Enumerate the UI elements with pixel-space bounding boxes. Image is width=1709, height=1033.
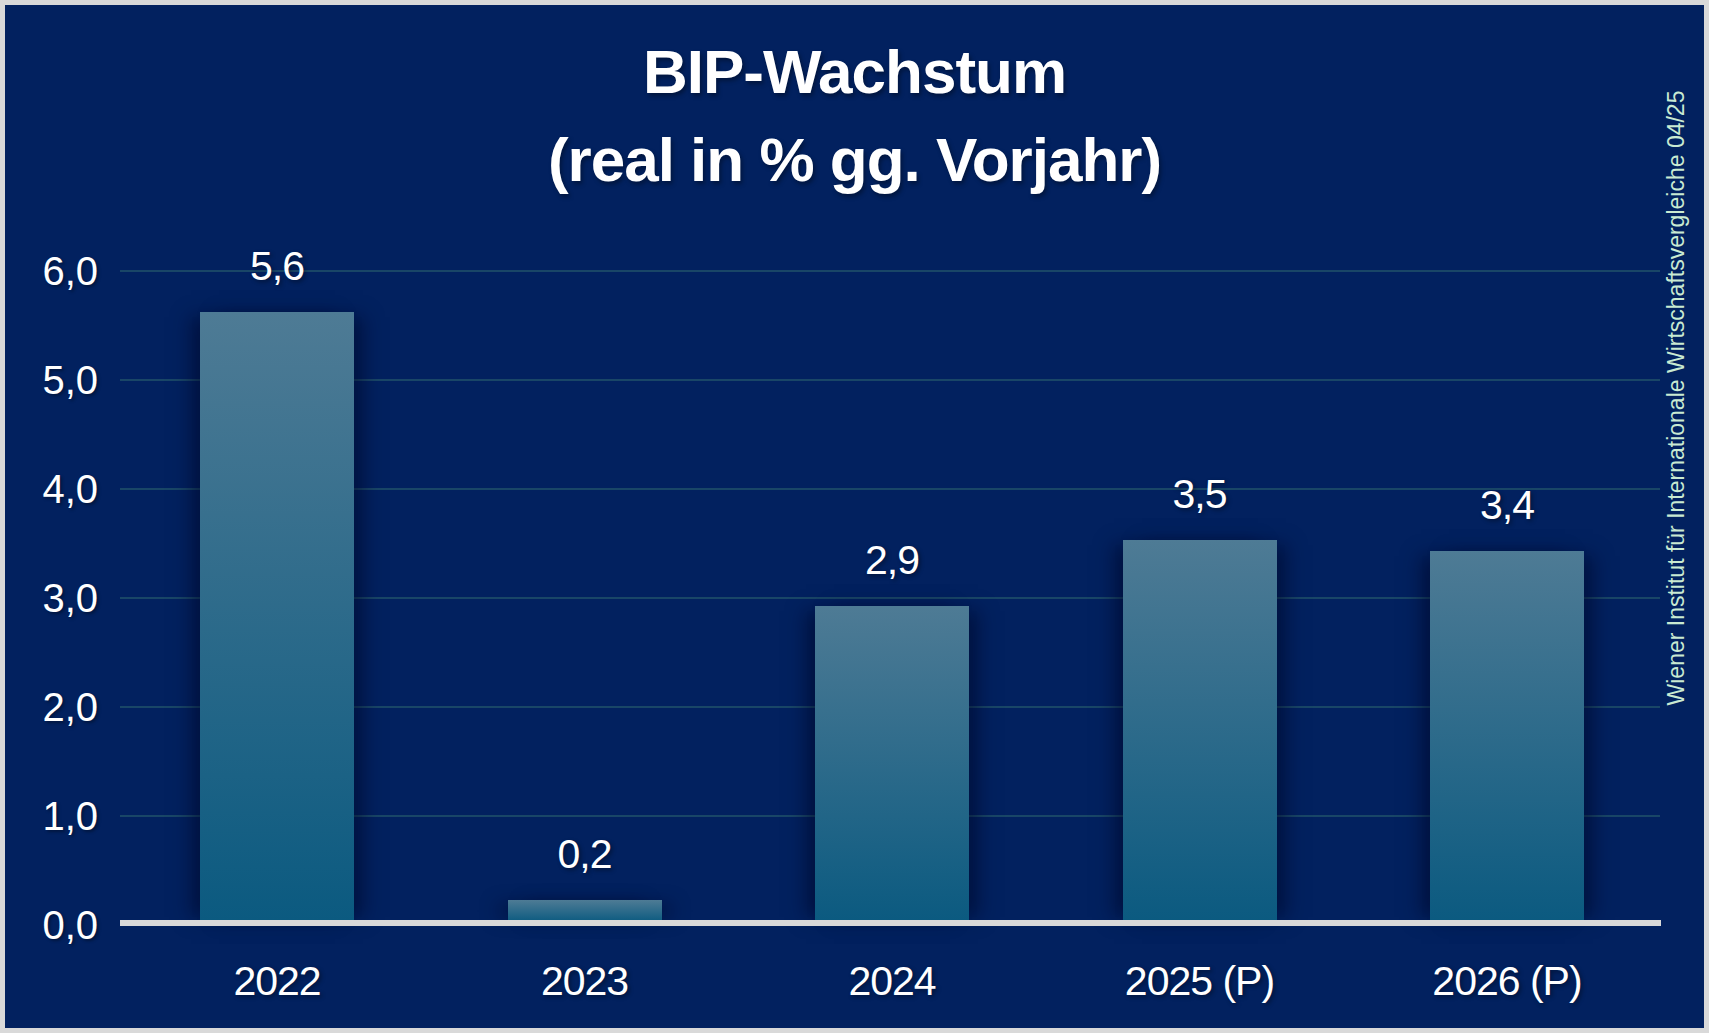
chart-subtitle: (real in % gg. Vorjahr) bbox=[0, 116, 1709, 204]
y-axis-tick-label: 2,0 bbox=[0, 685, 98, 730]
y-axis-tick-label: 0,0 bbox=[0, 903, 98, 948]
y-axis-tick-label: 1,0 bbox=[0, 794, 98, 839]
x-axis-category-label: 2025 (P) bbox=[1070, 958, 1330, 1005]
y-axis-tick-label: 5,0 bbox=[0, 358, 98, 403]
bar-value-label: 5,6 bbox=[167, 243, 387, 290]
x-axis-category-label: 2026 (P) bbox=[1377, 958, 1637, 1005]
source-note: Wiener Institut für Internationale Wirts… bbox=[1663, 48, 1690, 748]
slide-background: BIP-Wachstum (real in % gg. Vorjahr) 0,0… bbox=[0, 0, 1709, 1033]
bar bbox=[200, 312, 354, 922]
bar bbox=[1430, 551, 1584, 922]
chart-title: BIP-Wachstum bbox=[0, 28, 1709, 116]
chart-title-block: BIP-Wachstum (real in % gg. Vorjahr) bbox=[0, 28, 1709, 204]
bar-value-label: 3,5 bbox=[1090, 471, 1310, 518]
x-axis-line bbox=[120, 920, 1661, 926]
bar-value-label: 0,2 bbox=[475, 831, 695, 878]
x-axis-category-label: 2023 bbox=[455, 958, 715, 1005]
bar-value-label: 2,9 bbox=[782, 537, 1002, 584]
bar-value-label: 3,4 bbox=[1397, 482, 1617, 529]
y-axis-tick-label: 3,0 bbox=[0, 576, 98, 621]
x-axis-category-label: 2024 bbox=[762, 958, 1022, 1005]
y-axis-tick-label: 6,0 bbox=[0, 249, 98, 294]
bar bbox=[815, 606, 969, 922]
x-axis-category-label: 2022 bbox=[147, 958, 407, 1005]
y-axis-tick-label: 4,0 bbox=[0, 467, 98, 512]
bar bbox=[1123, 540, 1277, 922]
bar bbox=[508, 900, 662, 922]
